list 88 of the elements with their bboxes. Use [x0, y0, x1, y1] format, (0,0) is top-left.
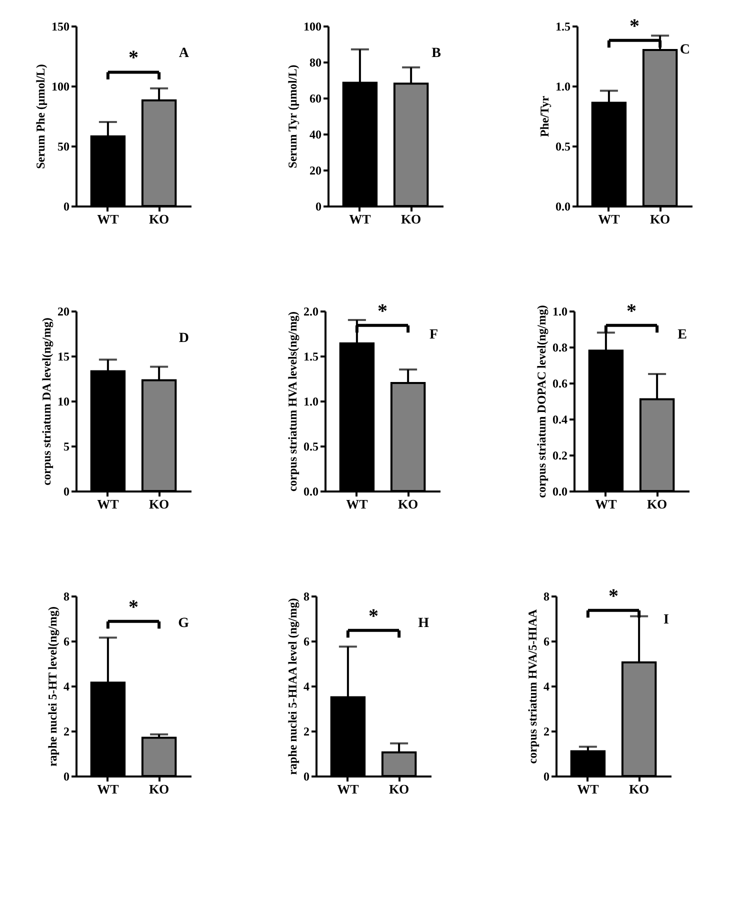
y-tick-label: 0.6	[552, 376, 568, 390]
x-tick-label: KO	[148, 212, 170, 226]
y-tick-label: 0.0	[556, 200, 570, 214]
y-tick-label: 150	[52, 20, 70, 34]
x-tick-label: WT	[598, 212, 620, 226]
y-tick-label: 40	[310, 128, 322, 142]
text: E	[678, 327, 687, 342]
y-tick-label: 0	[64, 484, 70, 498]
x-tick-label: KO	[398, 496, 418, 512]
y-tick-label: 8	[64, 590, 70, 604]
y-tick-label: 8	[544, 590, 550, 604]
annotation: *	[378, 300, 388, 322]
y-tick-label: 1.5	[304, 350, 318, 364]
y-tick-label: 0.4	[552, 412, 568, 426]
x-tick-label: WT	[595, 496, 618, 512]
annotation: *	[128, 596, 138, 618]
x-tick-label: WT	[346, 496, 368, 512]
x-tick-label: KO	[148, 782, 170, 796]
x-tick-label: KO	[646, 496, 668, 512]
y-tick-label: 1.0	[552, 304, 568, 318]
y-tick-label: 4	[304, 680, 310, 694]
y-tick-label: 2.0	[304, 304, 318, 318]
y-tick-label: 0	[304, 770, 310, 784]
y-tick-label: 0	[544, 770, 550, 784]
y-tick-label: 60	[310, 92, 322, 106]
x-tick-label: WT	[349, 212, 372, 226]
y-tick-label: 0.5	[556, 140, 570, 154]
x-tick-label: WT	[97, 212, 120, 226]
y-tick-label: 80	[310, 56, 322, 70]
y-axis-title: corpus striatum DOPAC level(ng/mg)	[534, 305, 548, 498]
y-tick-label: 1.5	[556, 20, 570, 34]
y-tick-label: 6	[64, 634, 70, 648]
text: I	[664, 612, 669, 628]
x-tick-label: KO	[628, 782, 650, 796]
text: C	[680, 42, 690, 58]
y-axis-title: corpus striatum DA level(ng/mg)	[40, 318, 54, 486]
y-tick-label: 4	[64, 680, 70, 694]
annotation: *	[630, 15, 640, 38]
annotation: *	[128, 47, 138, 70]
y-tick-label: 20	[58, 304, 70, 318]
x-tick-label: KO	[650, 212, 670, 226]
y-axis-title: raphe nuclei 5-HIAA level (ng/mg)	[286, 598, 300, 775]
y-tick-label: 15	[58, 350, 70, 364]
annotation: *	[368, 605, 378, 628]
x-tick-label: KO	[400, 212, 422, 226]
x-tick-label: KO	[148, 496, 170, 512]
x-tick-label: KO	[388, 782, 410, 796]
annotation: *	[626, 300, 636, 322]
y-tick-label: 100	[304, 20, 322, 34]
y-tick-label: 6	[304, 634, 310, 648]
y-axis-title: corpus striatum HVA/5-HIAA	[526, 608, 540, 764]
y-tick-label: 2	[544, 724, 550, 738]
y-tick-label: 0	[316, 200, 322, 214]
y-tick-label: 1.0	[556, 80, 570, 94]
x-tick-label: WT	[337, 782, 360, 796]
y-axis-title: Serum Phe (μmol/L)	[34, 64, 48, 169]
y-tick-label: 4	[544, 680, 550, 694]
text: G	[178, 616, 190, 631]
x-tick-label: WT	[577, 782, 600, 796]
annotation: *	[608, 585, 618, 608]
y-tick-label: 10	[58, 394, 70, 408]
y-tick-label: 0.0	[304, 484, 318, 498]
y-tick-label: 0	[64, 200, 70, 214]
y-tick-label: 0	[64, 770, 70, 784]
text: B	[432, 46, 441, 61]
y-axis-title: Phe/Tyr	[538, 95, 552, 138]
y-axis-title: Serum Tyr (μmol/L)	[286, 64, 300, 168]
y-tick-label: 50	[58, 140, 70, 154]
y-tick-label: 20	[310, 164, 322, 178]
y-tick-label: 2	[304, 724, 310, 738]
y-tick-label: 0.0	[552, 484, 568, 498]
text: F	[429, 327, 438, 342]
y-tick-label: 0.5	[304, 440, 318, 454]
y-tick-label: 0.2	[552, 448, 568, 462]
y-tick-label: 0.8	[552, 340, 568, 354]
y-tick-label: 5	[64, 440, 70, 454]
text: H	[418, 616, 430, 631]
text: D	[178, 331, 189, 346]
y-tick-label: 2	[64, 724, 70, 738]
y-axis-title: raphe nuclei 5-HT level(ng/mg)	[46, 606, 60, 767]
y-axis-title: corpus striatum HVA levels(ng/mg)	[286, 311, 300, 492]
y-tick-label: 1.0	[304, 394, 318, 408]
y-tick-label: 100	[52, 80, 70, 94]
y-tick-label: 8	[304, 590, 310, 604]
x-tick-label: WT	[97, 496, 120, 512]
text: A	[178, 46, 190, 61]
y-tick-label: 6	[544, 634, 550, 648]
x-tick-label: WT	[97, 782, 120, 796]
